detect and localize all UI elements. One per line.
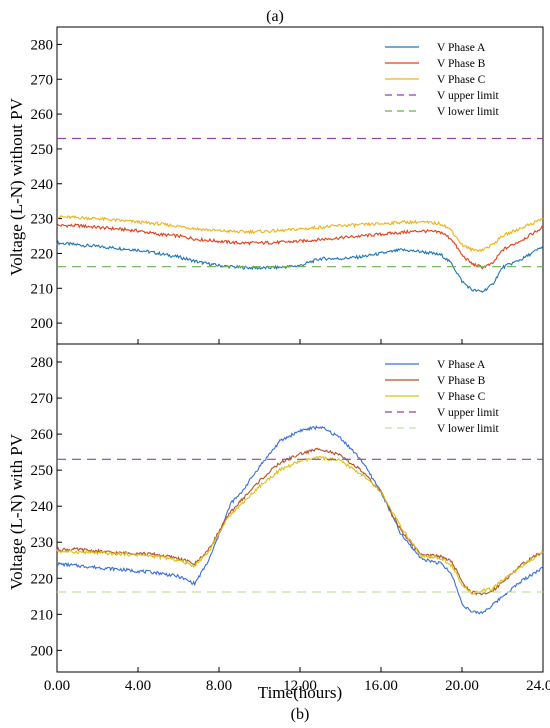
y-tick-label: 250	[31, 142, 54, 158]
legend-label: V lower limit	[437, 106, 500, 118]
y-tick-label: 240	[31, 177, 54, 193]
legend-label: V Phase B	[437, 58, 486, 70]
legend-label: V upper limit	[437, 407, 500, 419]
x-tick-label: 0.00	[44, 678, 70, 694]
y-tick-label: 280	[31, 355, 54, 371]
y-tick-label: 260	[31, 107, 54, 123]
x-tick-label: 24.00	[526, 678, 550, 694]
y-tick-label: 210	[31, 607, 54, 623]
panel-a: Voltage (L-N) without PV 200 210 220 230 240…	[7, 26, 544, 345]
ylabel-b: Voltage (L-N) with PV	[7, 433, 26, 590]
series-line-v-phase-a	[56, 425, 544, 615]
series-line-v-phase-c	[56, 455, 544, 595]
legend-label: V lower limit	[437, 423, 500, 435]
y-tick-label: 240	[31, 499, 54, 515]
y-tick-label: 200	[31, 643, 54, 659]
xlabel: Time(hours)	[258, 683, 342, 702]
y-tick-label: 280	[31, 37, 54, 53]
series-line-v-phase-b	[56, 447, 544, 596]
x-tick-label: 20.00	[445, 678, 479, 694]
y-tick-label: 270	[31, 72, 54, 88]
x-tick-label: 8.00	[206, 678, 232, 694]
y-tick-label: 230	[31, 212, 54, 228]
x-tick-label: 12.00	[283, 678, 317, 694]
ylabel-a: Voltage (L-N) without PV	[7, 97, 26, 275]
legend-label: V Phase C	[437, 391, 486, 403]
panel-b: Voltage (L-N) with PV 200 210 220 230 240 250…	[7, 343, 550, 694]
legend-label: V Phase C	[437, 74, 486, 86]
y-tick-label: 270	[31, 391, 54, 407]
x-tick-label: 4.00	[125, 678, 151, 694]
y-tick-label: 210	[31, 281, 54, 297]
y-tick-label: 250	[31, 463, 54, 479]
y-tick-label: 200	[31, 316, 54, 332]
legend-label: V Phase A	[437, 42, 486, 54]
y-tick-label: 220	[31, 246, 54, 262]
y-tick-label: 260	[31, 427, 54, 443]
caption-b: (b)	[291, 706, 310, 723]
legend-label: V upper limit	[437, 90, 500, 102]
x-tick-label: 16.00	[364, 678, 398, 694]
series-line-v-phase-a	[56, 240, 544, 293]
caption-a: (a)	[266, 8, 284, 25]
y-tick-label: 230	[31, 535, 54, 551]
series-line-v-phase-b	[56, 223, 544, 270]
legend-label: V Phase B	[437, 375, 486, 387]
y-tick-label: 220	[31, 571, 54, 587]
series-line-v-phase-c	[56, 214, 544, 253]
legend-label: V Phase A	[437, 359, 486, 371]
